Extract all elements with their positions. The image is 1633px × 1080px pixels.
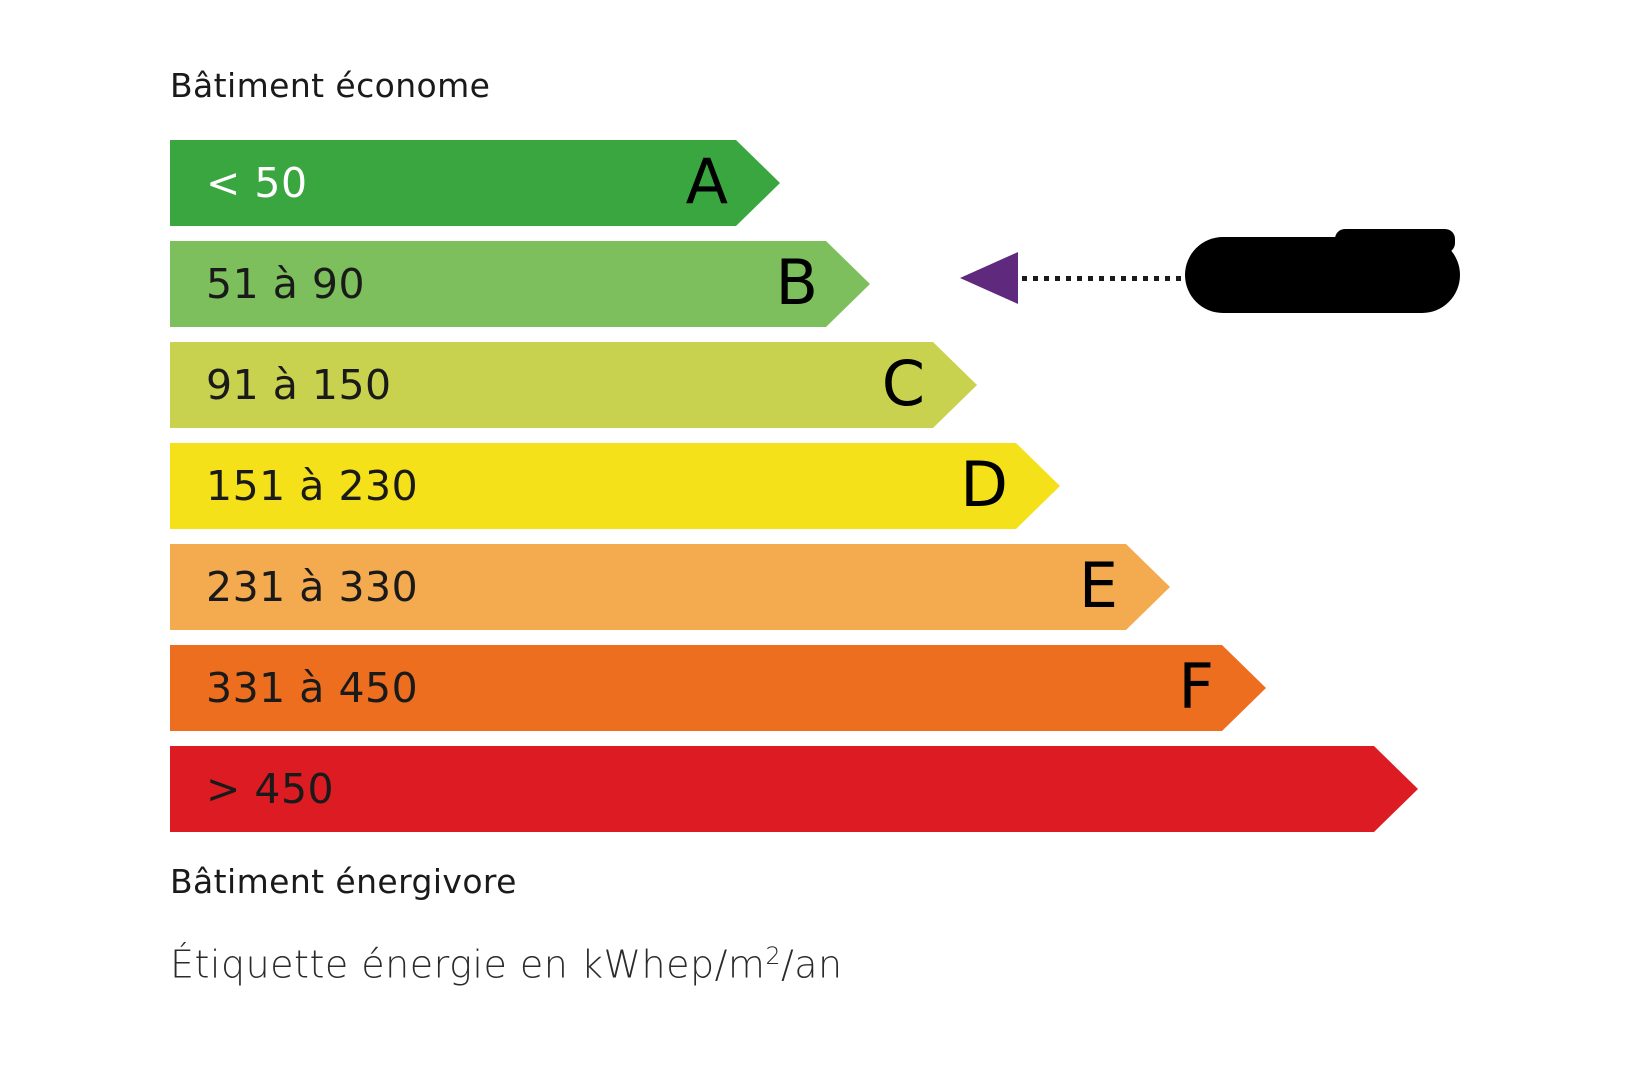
caption-superscript: 2	[765, 942, 781, 970]
heading-energy-hungry-building: Bâtiment énergivore	[170, 862, 517, 901]
band-shape	[170, 645, 1266, 731]
energy-band-c[interactable]: 91 à 150 C	[170, 342, 977, 428]
band-letter-d: D	[960, 448, 1008, 521]
energy-band-b[interactable]: 51 à 90 B	[170, 241, 870, 327]
band-letter-e: E	[1078, 549, 1118, 622]
band-shape	[170, 746, 1418, 832]
caption-prefix: Étiquette énergie en kWhep/m	[170, 942, 766, 987]
band-shape	[170, 443, 1060, 529]
band-shape	[170, 241, 870, 327]
band-letter-c: C	[881, 347, 925, 420]
band-range-label: 151 à 230	[206, 462, 419, 510]
chart-caption: Étiquette énergie en kWhep/m2/an	[170, 942, 843, 987]
band-range-label: 231 à 330	[206, 563, 419, 611]
band-range-label: 331 à 450	[206, 664, 419, 712]
band-shape	[170, 544, 1170, 630]
caption-suffix: /an	[780, 942, 843, 987]
energy-band-g[interactable]: > 450	[170, 746, 1418, 832]
energy-band-e[interactable]: 231 à 330 E	[170, 544, 1170, 630]
rating-leader-line	[1022, 276, 1190, 281]
energy-band-d[interactable]: 151 à 230 D	[170, 443, 1060, 529]
band-letter-b: B	[775, 246, 818, 319]
rating-arrow-icon	[960, 252, 1018, 304]
energy-band-f[interactable]: 331 à 450 F	[170, 645, 1266, 731]
band-range-label: < 50	[206, 159, 308, 207]
band-range-label: 51 à 90	[206, 260, 366, 308]
redacted-value-block	[1185, 229, 1460, 313]
band-shape	[170, 140, 780, 226]
band-letter-f: F	[1178, 650, 1214, 723]
band-shape	[170, 342, 977, 428]
band-letter-a: A	[685, 145, 728, 218]
energy-band-a[interactable]: < 50 A	[170, 140, 780, 226]
heading-efficient-building: Bâtiment économe	[170, 66, 491, 105]
band-range-label: 91 à 150	[206, 361, 392, 409]
band-range-label: > 450	[206, 765, 335, 813]
